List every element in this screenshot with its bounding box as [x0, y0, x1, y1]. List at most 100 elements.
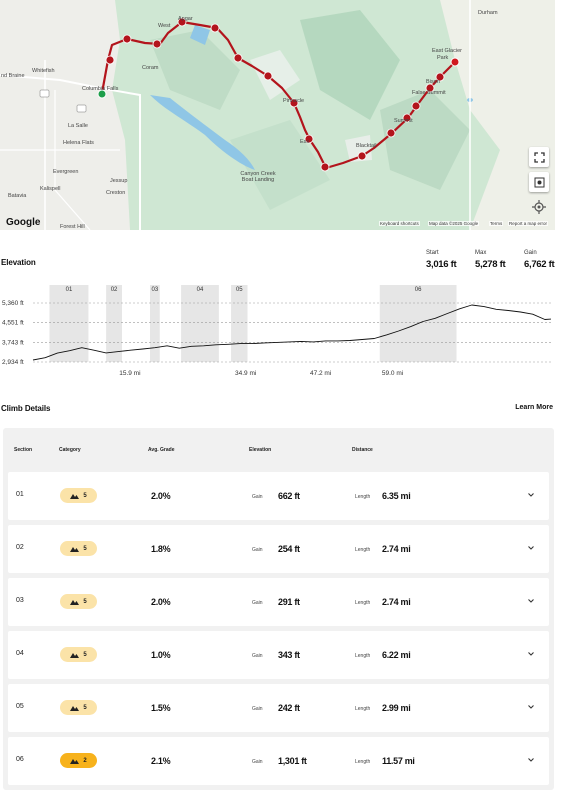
fullscreen-button[interactable] [529, 147, 549, 167]
climb-zone [150, 285, 160, 362]
section-number: 04 [16, 650, 24, 657]
category-value: 5 [83, 704, 87, 711]
climb-row[interactable]: 04 5 1.0% Gain 343 ft Length 6.22 mi [8, 631, 549, 679]
gain-label: Gain [252, 759, 263, 765]
stat-gain: Gain 6,762 ft [524, 250, 555, 270]
y-tick-label: 3,743 ft [2, 339, 24, 346]
map-label: Kalispell [40, 186, 61, 192]
avg-grade: 2.1% [151, 756, 171, 766]
category-badge: 2 [60, 753, 97, 768]
elevation-header: Elevation Start 3,016 ft Max 5,278 ft Ga… [0, 250, 561, 280]
locate-button[interactable] [529, 197, 549, 217]
climb-row[interactable]: 02 5 1.8% Gain 254 ft Length 2.74 mi [8, 525, 549, 573]
map-label: Bison [426, 79, 440, 85]
climb-row[interactable]: 05 5 1.5% Gain 242 ft Length 2.99 mi [8, 684, 549, 732]
map-label: Jessup [110, 178, 128, 184]
climb-zone-label: 05 [236, 287, 243, 293]
mountain-icon [70, 652, 80, 658]
chevron-down-icon[interactable] [526, 543, 536, 553]
length-value: 2.99 mi [382, 703, 411, 713]
x-tick-label: 34.9 mi [235, 370, 256, 377]
chevron-down-icon[interactable] [526, 649, 536, 659]
climb-zone [181, 285, 219, 362]
locate-icon [532, 200, 546, 214]
gain-label: Gain [252, 494, 263, 500]
terms-link[interactable]: Terms [489, 221, 504, 226]
gain-value: 662 ft [278, 491, 300, 501]
avg-grade: 1.8% [151, 544, 171, 554]
map-terrain [0, 0, 555, 230]
mountain-icon [70, 599, 80, 605]
map-label: East Glacier [432, 48, 462, 54]
route-map[interactable]: Durham East Glacier Park Whitefish nd Br… [0, 0, 555, 230]
climb-zone-label: 03 [152, 287, 159, 293]
category-badge: 5 [60, 488, 97, 503]
map-label: Summit [394, 118, 413, 124]
climb-zone-label: 06 [415, 287, 422, 293]
map-data-attribution: Map data ©2025 Google [428, 221, 480, 226]
chevron-down-icon[interactable] [526, 490, 536, 500]
climb-row[interactable]: 06 2 2.1% Gain 1,301 ft Length 11.57 mi [8, 737, 549, 785]
stat-label: Gain [524, 250, 537, 256]
climb-row[interactable]: 01 5 2.0% Gain 662 ft Length 6.35 mi [8, 472, 549, 520]
report-error-link[interactable]: Report a map error [508, 221, 549, 226]
gain-value: 343 ft [278, 650, 300, 660]
map-label: False Summit [412, 90, 446, 96]
stat-value: 6,762 ft [524, 259, 555, 270]
chevron-down-icon[interactable] [526, 755, 536, 765]
x-tick-label: 15.9 mi [119, 370, 140, 377]
climb-title: Climb Details [1, 404, 51, 413]
gain-value: 1,301 ft [278, 756, 307, 766]
category-badge: 5 [60, 594, 97, 609]
google-logo: Google [6, 217, 41, 228]
section-number: 03 [16, 597, 24, 604]
gain-value: 291 ft [278, 597, 300, 607]
map-label: Durham [478, 10, 498, 16]
map-label: Helena Flats [63, 140, 94, 146]
avg-grade: 1.5% [151, 703, 171, 713]
stat-value: 3,016 ft [426, 259, 457, 270]
climb-zone [49, 285, 89, 362]
keyboard-shortcuts-link[interactable]: Keyboard shortcuts [379, 221, 420, 226]
length-label: Length [355, 600, 371, 606]
length-label: Length [355, 706, 371, 712]
stat-label: Start [426, 250, 439, 256]
learn-more-link[interactable]: Learn More [515, 404, 553, 411]
climb-header: Climb Details Learn More [0, 402, 561, 416]
y-tick-label: 5,360 ft [2, 300, 24, 307]
street-view-button[interactable] [529, 172, 549, 192]
section-number: 02 [16, 544, 24, 551]
y-tick-label: 2,934 ft [2, 359, 24, 366]
chevron-down-icon[interactable] [526, 596, 536, 606]
elevation-title: Elevation [1, 258, 36, 267]
column-header-distance: Distance [352, 447, 373, 453]
map-label: Apgar [178, 16, 193, 22]
category-badge: 5 [60, 647, 97, 662]
category-value: 5 [83, 545, 87, 552]
category-badge: 5 [60, 700, 97, 715]
end-marker [450, 57, 460, 67]
climb-zone-label: 01 [66, 287, 73, 293]
category-value: 5 [83, 492, 87, 499]
climb-row[interactable]: 03 5 2.0% Gain 291 ft Length 2.74 mi [8, 578, 549, 626]
avg-grade: 1.0% [151, 650, 171, 660]
section-number: 01 [16, 491, 24, 498]
stat-value: 5,278 ft [475, 259, 506, 270]
map-label: Evergreen [53, 169, 79, 175]
x-tick-label: 47.2 mi [310, 370, 331, 377]
stat-max: Max 5,278 ft [475, 250, 506, 270]
chevron-down-icon[interactable] [526, 702, 536, 712]
column-header-elevation: Elevation [249, 447, 272, 453]
avg-grade: 2.0% [151, 597, 171, 607]
column-header-grade: Avg. Grade [148, 447, 175, 453]
category-value: 2 [83, 757, 87, 764]
gain-label: Gain [252, 600, 263, 606]
avg-grade: 2.0% [151, 491, 171, 501]
map-label: Whitefish [32, 68, 55, 74]
climb-zone [106, 285, 122, 362]
map-label: Pinnacle [283, 98, 305, 104]
climb-zone [231, 285, 248, 362]
x-tick-label: 59.0 mi [382, 370, 403, 377]
length-label: Length [355, 759, 371, 765]
elevation-chart[interactable]: 01 02 03 04 05 06 5,360 ft 4,551 ft 3,743 ft 2,93… [0, 280, 561, 380]
